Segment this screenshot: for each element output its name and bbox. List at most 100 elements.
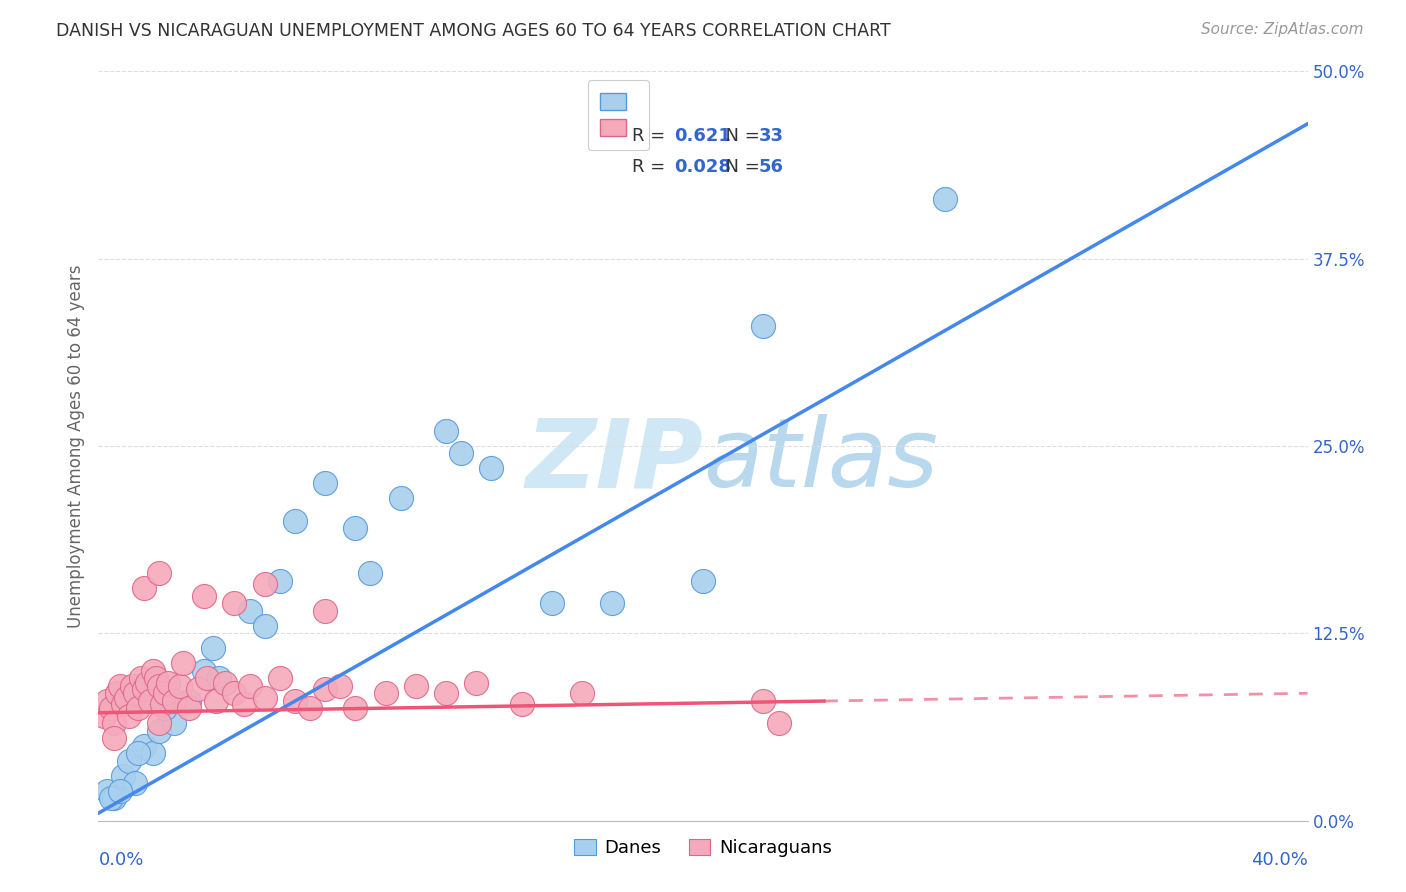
Point	[129, 671, 152, 685]
Text: N =: N =	[714, 158, 765, 176]
Point	[344, 521, 367, 535]
Point	[214, 675, 236, 690]
Point	[389, 491, 412, 506]
Point	[163, 716, 186, 731]
Text: 0.0%: 0.0%	[98, 851, 143, 869]
Point	[135, 675, 157, 690]
Point	[148, 679, 170, 693]
Point	[118, 754, 141, 768]
Point	[540, 596, 562, 610]
Point	[224, 686, 246, 700]
Point	[118, 708, 141, 723]
Point	[187, 681, 209, 696]
Point	[132, 739, 155, 753]
Point	[299, 701, 322, 715]
Point	[153, 686, 176, 700]
Point	[934, 192, 956, 206]
Point	[314, 604, 336, 618]
Point	[232, 697, 254, 711]
Point	[253, 619, 276, 633]
Point	[253, 577, 276, 591]
Point	[103, 731, 125, 746]
Point	[768, 716, 790, 731]
Point	[193, 664, 215, 678]
Point	[100, 791, 122, 805]
Text: DANISH VS NICARAGUAN UNEMPLOYMENT AMONG AGES 60 TO 64 YEARS CORRELATION CHART: DANISH VS NICARAGUAN UNEMPLOYMENT AMONG …	[56, 22, 891, 40]
Legend: Danes, Nicaraguans: Danes, Nicaraguans	[567, 831, 839, 864]
Point	[434, 686, 457, 700]
Point	[132, 582, 155, 596]
Point	[224, 596, 246, 610]
Point	[100, 701, 122, 715]
Point	[179, 701, 201, 715]
Point	[344, 701, 367, 715]
Point	[172, 657, 194, 671]
Point	[108, 679, 131, 693]
Point	[208, 671, 231, 685]
Point	[148, 566, 170, 581]
Point	[314, 476, 336, 491]
Point	[360, 566, 382, 581]
Point	[374, 686, 396, 700]
Point	[450, 446, 472, 460]
Point	[114, 690, 136, 705]
Text: ZIP: ZIP	[524, 415, 703, 508]
Point	[329, 679, 352, 693]
Text: 0.621: 0.621	[675, 127, 731, 145]
Text: R =: R =	[633, 127, 671, 145]
Point	[269, 574, 291, 588]
Text: Source: ZipAtlas.com: Source: ZipAtlas.com	[1201, 22, 1364, 37]
Point	[602, 596, 624, 610]
Point	[153, 701, 176, 715]
Text: R =: R =	[633, 158, 671, 176]
Point	[692, 574, 714, 588]
Point	[121, 679, 143, 693]
Point	[93, 708, 115, 723]
Point	[103, 791, 125, 805]
Point	[124, 686, 146, 700]
Point	[96, 694, 118, 708]
Point	[124, 776, 146, 790]
Point	[142, 746, 165, 760]
Point	[752, 694, 775, 708]
Point	[465, 675, 488, 690]
Point	[571, 686, 593, 700]
Point	[108, 783, 131, 797]
Point	[111, 697, 134, 711]
Point	[156, 675, 179, 690]
Point	[405, 679, 427, 693]
Text: 33: 33	[759, 127, 783, 145]
Text: 0.028: 0.028	[675, 158, 731, 176]
Point	[163, 694, 186, 708]
Point	[510, 697, 533, 711]
Point	[434, 424, 457, 438]
Point	[195, 671, 218, 685]
Point	[169, 679, 191, 693]
Text: N =: N =	[714, 127, 765, 145]
Point	[193, 589, 215, 603]
Point	[205, 694, 228, 708]
Point	[103, 716, 125, 731]
Point	[127, 746, 149, 760]
Point	[148, 716, 170, 731]
Point	[150, 697, 173, 711]
Text: atlas: atlas	[703, 415, 938, 508]
Point	[179, 694, 201, 708]
Point	[284, 694, 307, 708]
Point	[481, 461, 503, 475]
Point	[239, 604, 262, 618]
Point	[111, 769, 134, 783]
Text: 56: 56	[759, 158, 783, 176]
Point	[142, 664, 165, 678]
Point	[253, 690, 276, 705]
Y-axis label: Unemployment Among Ages 60 to 64 years: Unemployment Among Ages 60 to 64 years	[66, 264, 84, 628]
Point	[269, 671, 291, 685]
Point	[139, 694, 162, 708]
Point	[148, 723, 170, 738]
Point	[239, 679, 262, 693]
Point	[284, 514, 307, 528]
Text: 40.0%: 40.0%	[1251, 851, 1308, 869]
Point	[127, 701, 149, 715]
Point	[132, 681, 155, 696]
Point	[145, 671, 167, 685]
